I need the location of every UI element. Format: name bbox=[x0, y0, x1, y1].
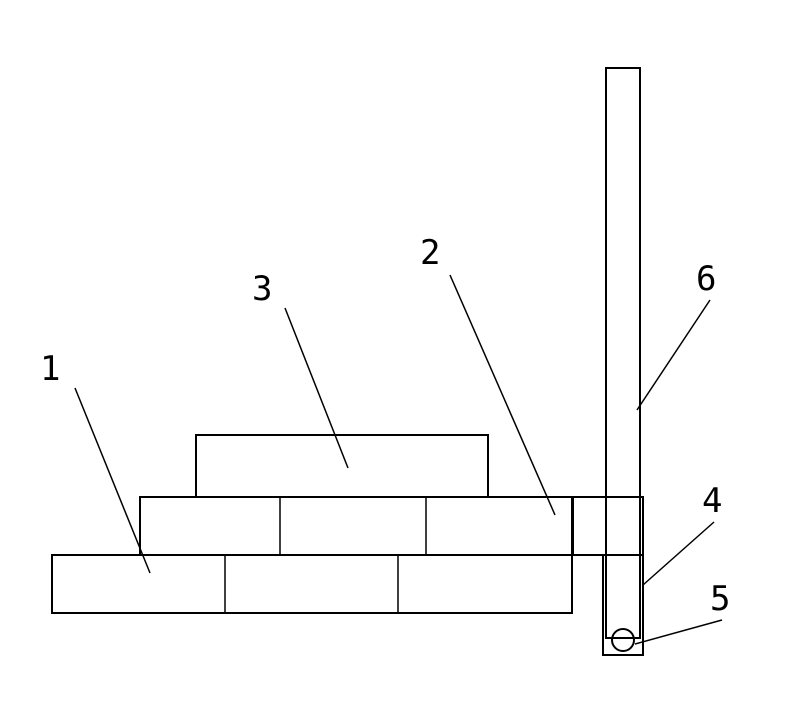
technical-diagram: 1 3 2 6 4 5 bbox=[0, 0, 786, 727]
leader-3 bbox=[285, 308, 348, 468]
label-3: 3 bbox=[252, 269, 272, 309]
label-1: 1 bbox=[40, 349, 60, 389]
bracket-top bbox=[573, 497, 643, 555]
lever-bar bbox=[606, 68, 640, 638]
label-6: 6 bbox=[696, 259, 716, 299]
leader-1 bbox=[75, 388, 150, 573]
label-5: 5 bbox=[710, 579, 730, 619]
leader-6 bbox=[637, 300, 710, 410]
label-4: 4 bbox=[702, 481, 722, 521]
leader-5 bbox=[635, 620, 722, 644]
top-row bbox=[196, 435, 488, 497]
base-row bbox=[52, 555, 572, 613]
leader-4 bbox=[643, 522, 714, 585]
label-2: 2 bbox=[420, 233, 440, 273]
leader-2 bbox=[450, 275, 555, 515]
mid-row bbox=[140, 497, 572, 555]
pin-circle bbox=[612, 629, 634, 651]
bracket-slot bbox=[603, 555, 643, 655]
